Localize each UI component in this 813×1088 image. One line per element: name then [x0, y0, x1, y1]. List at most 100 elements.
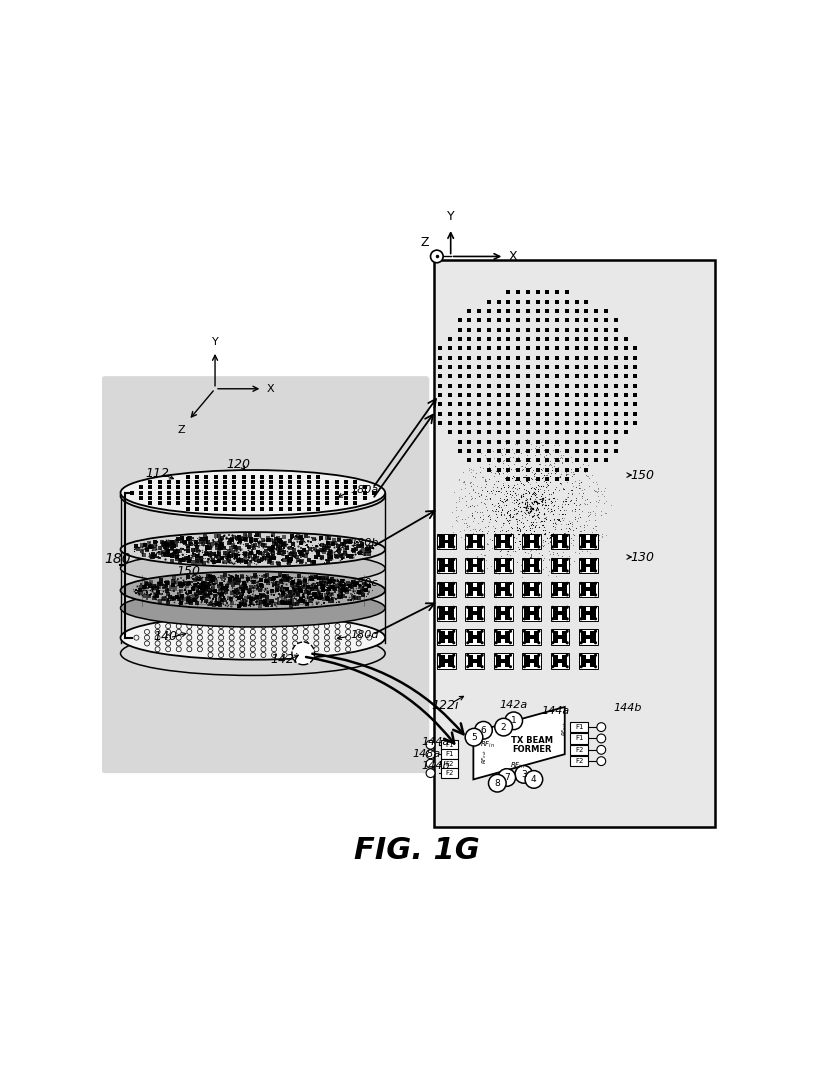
Circle shape	[566, 593, 569, 596]
Bar	[471, 540, 480, 543]
Bar	[590, 655, 596, 667]
Circle shape	[537, 582, 541, 585]
Bar	[442, 659, 451, 663]
Text: 1: 1	[511, 716, 516, 726]
Text: $RF_{in}$: $RF_{in}$	[480, 740, 494, 751]
Circle shape	[480, 593, 484, 596]
Text: 130: 130	[631, 551, 655, 564]
Circle shape	[466, 569, 469, 572]
Bar	[562, 559, 567, 571]
Bar	[498, 659, 508, 663]
Bar	[555, 588, 564, 591]
Circle shape	[480, 582, 484, 585]
Circle shape	[498, 769, 515, 787]
Bar	[496, 607, 502, 619]
Bar	[442, 611, 451, 615]
Bar	[562, 631, 567, 643]
Circle shape	[537, 593, 541, 596]
Bar	[477, 631, 482, 643]
Circle shape	[438, 630, 441, 633]
Circle shape	[580, 617, 583, 620]
Text: 180d: 180d	[350, 630, 379, 640]
Bar	[441, 750, 459, 759]
Circle shape	[426, 750, 435, 758]
Bar	[555, 564, 564, 567]
Circle shape	[523, 558, 526, 561]
Circle shape	[438, 534, 441, 537]
Circle shape	[580, 582, 583, 585]
Bar	[590, 631, 596, 643]
Circle shape	[566, 617, 569, 620]
Circle shape	[452, 654, 455, 657]
Circle shape	[438, 593, 441, 596]
Circle shape	[426, 759, 435, 768]
Bar	[498, 564, 508, 567]
Text: 144a: 144a	[422, 738, 450, 747]
Bar	[571, 745, 588, 755]
Text: 150: 150	[176, 565, 200, 578]
Circle shape	[480, 665, 484, 668]
Circle shape	[551, 534, 554, 537]
Circle shape	[580, 641, 583, 644]
Circle shape	[452, 558, 455, 561]
Bar	[439, 535, 445, 547]
Circle shape	[480, 630, 484, 633]
Circle shape	[580, 558, 583, 561]
Bar	[477, 559, 482, 571]
Circle shape	[466, 630, 469, 633]
Bar	[441, 740, 459, 750]
Circle shape	[594, 534, 597, 537]
Circle shape	[452, 569, 455, 572]
Text: 142a: 142a	[500, 700, 528, 710]
Bar	[437, 654, 456, 668]
Bar	[590, 559, 596, 571]
Circle shape	[597, 757, 606, 766]
Circle shape	[580, 545, 583, 548]
Circle shape	[438, 582, 441, 585]
Circle shape	[466, 593, 469, 596]
Bar	[467, 655, 473, 667]
Bar	[533, 583, 539, 595]
Bar	[527, 564, 537, 567]
Circle shape	[580, 593, 583, 596]
Text: 144b: 144b	[613, 703, 641, 714]
Bar	[498, 611, 508, 615]
Circle shape	[431, 250, 443, 263]
Circle shape	[537, 558, 541, 561]
Text: F2: F2	[575, 758, 584, 764]
Circle shape	[438, 606, 441, 609]
Bar	[471, 588, 480, 591]
Bar	[471, 635, 480, 639]
Bar	[449, 583, 454, 595]
Text: 180a: 180a	[350, 484, 379, 495]
Circle shape	[480, 569, 484, 572]
Bar	[442, 540, 451, 543]
Circle shape	[566, 665, 569, 668]
Circle shape	[594, 617, 597, 620]
Bar	[584, 611, 593, 615]
Circle shape	[480, 545, 484, 548]
Circle shape	[509, 641, 512, 644]
Bar	[505, 607, 511, 619]
Bar	[553, 559, 558, 571]
Bar	[467, 583, 473, 595]
Bar	[579, 654, 598, 668]
Bar	[439, 583, 445, 595]
Circle shape	[452, 534, 455, 537]
Bar	[498, 635, 508, 639]
Text: X: X	[267, 384, 274, 394]
Bar	[442, 635, 451, 639]
Bar	[477, 583, 482, 595]
Circle shape	[566, 569, 569, 572]
Circle shape	[452, 641, 455, 644]
Ellipse shape	[120, 571, 385, 609]
Bar	[466, 558, 485, 572]
Circle shape	[438, 569, 441, 572]
Circle shape	[480, 654, 484, 657]
Circle shape	[551, 641, 554, 644]
Bar	[581, 535, 586, 547]
Circle shape	[537, 569, 541, 572]
Bar	[562, 535, 567, 547]
Bar	[550, 630, 569, 644]
Circle shape	[594, 582, 597, 585]
